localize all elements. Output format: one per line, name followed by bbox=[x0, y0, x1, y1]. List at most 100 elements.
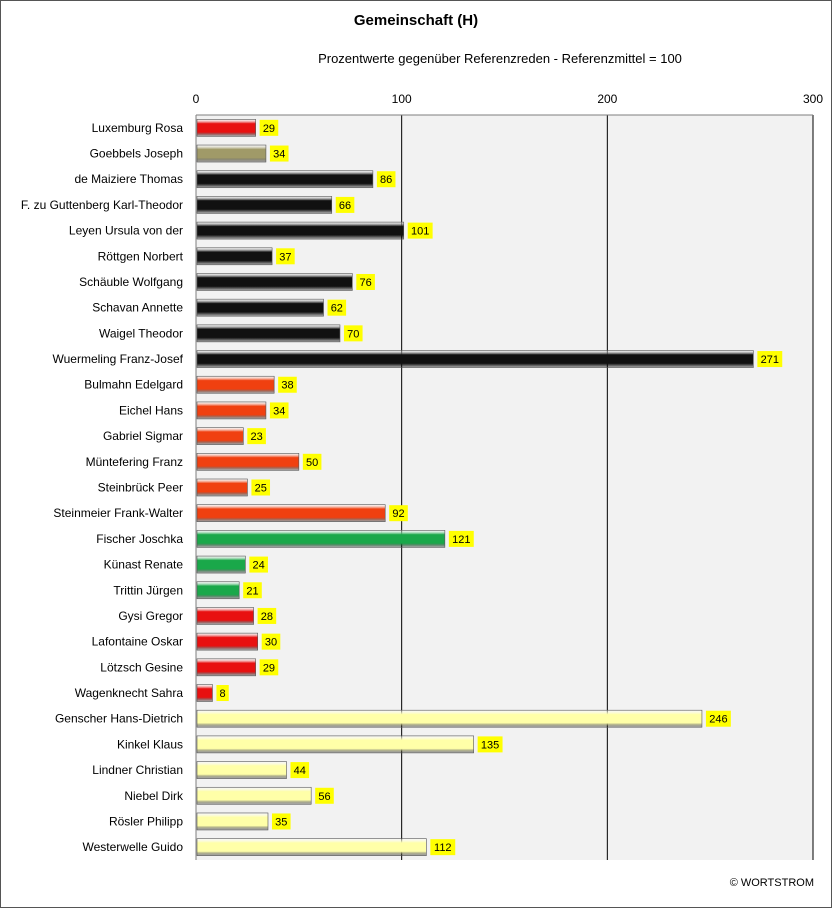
bar bbox=[196, 196, 333, 214]
bar bbox=[196, 530, 446, 548]
category-label: Kinkel Klaus bbox=[117, 737, 183, 751]
data-label-box bbox=[251, 479, 271, 496]
category-label: Niebel Dirk bbox=[124, 789, 184, 803]
data-label: 135 bbox=[481, 739, 499, 751]
data-label-box bbox=[407, 222, 433, 239]
bar bbox=[196, 709, 703, 728]
bar bbox=[196, 735, 474, 754]
chart-subtitle: Prozentwerte gegenüber Referenzreden - R… bbox=[318, 51, 682, 66]
x-tick-label: 300 bbox=[803, 92, 823, 106]
data-label: 28 bbox=[261, 611, 273, 623]
bar bbox=[196, 812, 269, 831]
data-label: 37 bbox=[279, 251, 291, 263]
category-label: Künast Renate bbox=[104, 558, 184, 572]
data-label: 66 bbox=[339, 200, 351, 212]
data-label-box bbox=[477, 736, 503, 753]
bar bbox=[196, 427, 244, 445]
data-label: 121 bbox=[452, 534, 470, 546]
data-label: 34 bbox=[273, 149, 285, 161]
bar bbox=[196, 298, 324, 317]
data-label: 30 bbox=[265, 637, 277, 649]
data-label: 35 bbox=[275, 816, 287, 828]
data-label-box bbox=[259, 659, 279, 676]
data-label-box bbox=[343, 325, 363, 342]
data-label-box bbox=[259, 119, 279, 136]
data-label: 70 bbox=[347, 328, 359, 340]
data-label-box bbox=[249, 556, 268, 573]
data-label-box bbox=[216, 685, 229, 702]
category-label: Waigel Theodor bbox=[99, 326, 183, 340]
data-label-box bbox=[257, 607, 277, 624]
data-label-box bbox=[430, 839, 456, 856]
category-label: Wuermeling Franz-Josef bbox=[53, 352, 184, 366]
category-label: F. zu Guttenberg Karl-Theodor bbox=[21, 198, 183, 212]
category-label: Genscher Hans-Dietrich bbox=[55, 712, 183, 726]
category-label: Lötzsch Gesine bbox=[100, 660, 183, 674]
data-label: 25 bbox=[255, 483, 267, 495]
bar bbox=[196, 761, 287, 779]
data-label: 29 bbox=[263, 662, 275, 674]
data-label-box bbox=[356, 273, 375, 290]
copyright-label: © WORTSTROM bbox=[729, 877, 814, 889]
data-label-box bbox=[327, 299, 347, 316]
category-label: Lafontaine Oskar bbox=[92, 635, 183, 649]
bar bbox=[196, 581, 240, 600]
chart-title: Gemeinschaft (H) bbox=[353, 12, 479, 29]
category-label: Goebbels Joseph bbox=[90, 147, 183, 161]
bar bbox=[196, 504, 386, 522]
data-label-box bbox=[269, 402, 289, 419]
bar bbox=[196, 786, 312, 805]
category-label: Steinmeier Frank-Walter bbox=[53, 506, 183, 520]
bar bbox=[196, 607, 254, 625]
category-label: Lindner Christian bbox=[92, 763, 183, 777]
data-label: 76 bbox=[359, 277, 371, 289]
data-label: 56 bbox=[318, 791, 330, 803]
data-label: 29 bbox=[263, 123, 275, 135]
category-label: Schavan Annette bbox=[92, 301, 183, 315]
category-label: Leyen Ursula von der bbox=[69, 224, 183, 238]
data-label-box bbox=[271, 813, 291, 830]
data-label: 24 bbox=[253, 560, 265, 572]
category-label: Gysi Gregor bbox=[118, 609, 183, 623]
category-label: Schäuble Wolfgang bbox=[79, 275, 183, 289]
bar bbox=[196, 119, 256, 137]
data-label: 38 bbox=[281, 380, 293, 392]
category-label: Gabriel Sigmar bbox=[103, 429, 183, 443]
bar bbox=[196, 478, 248, 497]
bar bbox=[196, 555, 246, 574]
category-label: Eichel Hans bbox=[119, 403, 183, 417]
category-label: Steinbrück Peer bbox=[98, 481, 183, 495]
data-label: 101 bbox=[411, 226, 429, 238]
x-tick-label: 0 bbox=[193, 92, 200, 106]
bar bbox=[196, 247, 273, 266]
data-label: 92 bbox=[392, 508, 404, 520]
category-label: Wagenknecht Sahra bbox=[75, 686, 184, 700]
data-label: 44 bbox=[294, 765, 306, 777]
category-label: Fischer Joschka bbox=[96, 532, 183, 546]
bar bbox=[196, 324, 341, 343]
bar bbox=[196, 350, 754, 368]
bar bbox=[196, 273, 353, 291]
data-label: 271 bbox=[761, 354, 779, 366]
data-label: 112 bbox=[434, 842, 452, 854]
category-label: Westerwelle Guido bbox=[83, 840, 184, 854]
bar bbox=[196, 838, 427, 856]
data-label: 62 bbox=[331, 303, 343, 315]
data-label-box bbox=[315, 787, 334, 804]
bar bbox=[196, 684, 213, 702]
data-label-box bbox=[448, 530, 474, 547]
bar bbox=[196, 375, 275, 394]
category-label: Rösler Philipp bbox=[109, 814, 183, 828]
category-label: Müntefering Franz bbox=[86, 455, 183, 469]
data-label-box bbox=[302, 453, 322, 470]
category-label: Bulmahn Edelgard bbox=[84, 378, 183, 392]
data-label: 23 bbox=[250, 431, 262, 443]
data-label: 50 bbox=[306, 457, 318, 469]
x-tick-label: 100 bbox=[392, 92, 412, 106]
data-label-box bbox=[269, 145, 289, 162]
data-label: 246 bbox=[709, 714, 727, 726]
data-label: 8 bbox=[220, 688, 226, 700]
data-label-box bbox=[757, 351, 783, 368]
data-label-box bbox=[247, 428, 266, 445]
